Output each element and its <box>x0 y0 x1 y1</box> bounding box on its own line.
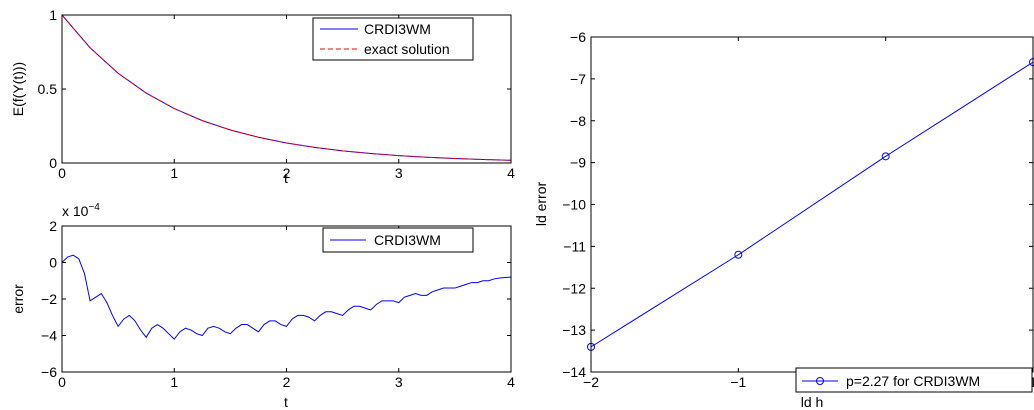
y-exponent-label: x 10−4 <box>62 202 100 219</box>
tick-labels: 0 1 2 3 4 −6 −4 −2 0 2 <box>41 218 515 390</box>
series-line-exact-solution <box>61 14 512 161</box>
legend: p=2.27 for CRDI3WM <box>795 367 1033 393</box>
x-tick-label: 1 <box>170 165 178 181</box>
series-line-p-2-27-for-crdi3wm <box>590 61 1034 348</box>
legend-box <box>312 17 474 61</box>
legend-label-crdi3wm: p=2.27 for CRDI3WM <box>846 373 980 389</box>
x-tick-label: 1 <box>170 374 178 390</box>
legend-label-crdi3wm: CRDI3WM <box>374 232 441 248</box>
y-tick-label: −6 <box>570 29 586 45</box>
y-tick-label: −11 <box>563 238 586 254</box>
y-tick-label: −10 <box>562 197 586 213</box>
plot-area <box>61 14 512 161</box>
data-point <box>881 152 890 161</box>
tick-labels: −2−101−14−13−12−11−10−9−8−7−6 <box>562 29 1034 390</box>
data-point <box>734 250 743 259</box>
x-tick-label: 2 <box>283 165 291 181</box>
y-tick-label: 0.5 <box>38 81 58 97</box>
y-tick-label: −4 <box>41 328 57 344</box>
panel-expectation: 0 1 2 3 4 0 0.5 1 t E(f(Y(t))) CRDI3WM exact so… <box>10 7 515 186</box>
x-tick-label: 2 <box>283 374 291 390</box>
y-tick-label: 0 <box>49 255 57 271</box>
y-axis-label: error <box>10 284 26 314</box>
legend-label-exact-solution: exact solution <box>364 41 450 57</box>
x-axis-label: t <box>284 394 288 410</box>
x-tick-label: −2 <box>583 374 599 390</box>
x-tick-label: 0 <box>58 165 66 181</box>
legend-marker <box>816 377 824 385</box>
plot-area <box>61 254 512 340</box>
y-tick-label: −13 <box>562 322 586 338</box>
y-axis-label: ld error <box>533 181 549 226</box>
legend-label-crdi3wm: CRDI3WM <box>364 21 431 37</box>
x-tick-label: 3 <box>395 165 403 181</box>
legend: CRDI3WM exact solution <box>312 17 474 61</box>
axes-box <box>590 36 1034 373</box>
legend-box <box>795 367 1033 393</box>
y-tick-label: 2 <box>49 218 57 234</box>
x-tick-label: 4 <box>507 165 515 181</box>
legend: CRDI3WM <box>322 227 474 253</box>
x-axis-label: t <box>284 170 288 186</box>
x-axis-label: ld h <box>801 394 824 410</box>
x-tick-label: −1 <box>730 374 746 390</box>
y-tick-label: −12 <box>562 280 586 296</box>
y-tick-label: 0 <box>49 155 57 171</box>
y-tick-label: −14 <box>562 364 586 380</box>
panel-convergence: −2−101−14−13−12−11−10−9−8−7−6 ld h ld er… <box>533 29 1034 410</box>
tick-labels: 0 1 2 3 4 0 0.5 1 <box>38 7 516 181</box>
y-tick-label: −7 <box>570 71 586 87</box>
y-tick-label: −9 <box>570 155 586 171</box>
y-tick-label: −8 <box>570 113 586 129</box>
x-tick-label: 3 <box>395 374 403 390</box>
y-tick-label: −2 <box>41 291 57 307</box>
series-line-crdi3wm <box>61 254 512 340</box>
y-tick-label: −6 <box>41 364 57 380</box>
y-tick-label: 1 <box>49 7 57 23</box>
panel-error: 0 1 2 3 4 −6 −4 −2 0 2 x 10−4 t error CRDI3WM <box>10 202 515 410</box>
plot-area <box>587 58 1034 351</box>
x-tick-label: 0 <box>58 374 66 390</box>
x-tick-label: 4 <box>507 374 515 390</box>
y-axis-label: E(f(Y(t))) <box>10 62 26 116</box>
